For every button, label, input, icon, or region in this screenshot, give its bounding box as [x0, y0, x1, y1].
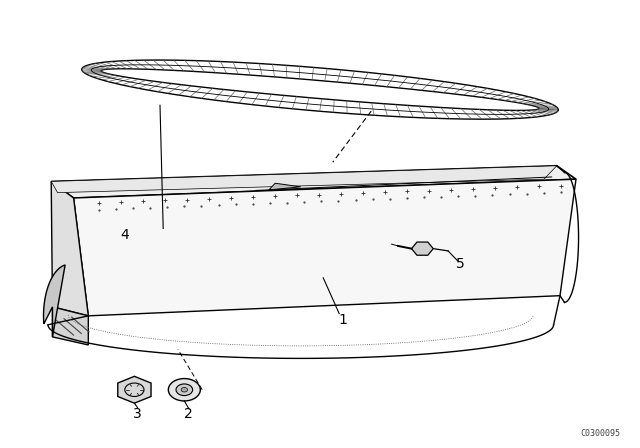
Polygon shape — [51, 181, 88, 316]
Polygon shape — [269, 183, 301, 190]
Text: 2: 2 — [184, 407, 193, 422]
Polygon shape — [74, 179, 576, 209]
Polygon shape — [74, 179, 576, 316]
Text: C0300095: C0300095 — [581, 429, 621, 438]
Polygon shape — [83, 186, 562, 212]
Text: 1: 1 — [338, 313, 347, 327]
Text: 3: 3 — [133, 407, 142, 422]
Circle shape — [176, 384, 193, 396]
Polygon shape — [51, 166, 576, 198]
Polygon shape — [52, 307, 88, 345]
Circle shape — [168, 379, 200, 401]
Polygon shape — [44, 265, 65, 337]
Text: 4: 4 — [120, 228, 129, 242]
Text: 5: 5 — [456, 257, 465, 271]
Circle shape — [181, 388, 188, 392]
Polygon shape — [51, 166, 557, 193]
